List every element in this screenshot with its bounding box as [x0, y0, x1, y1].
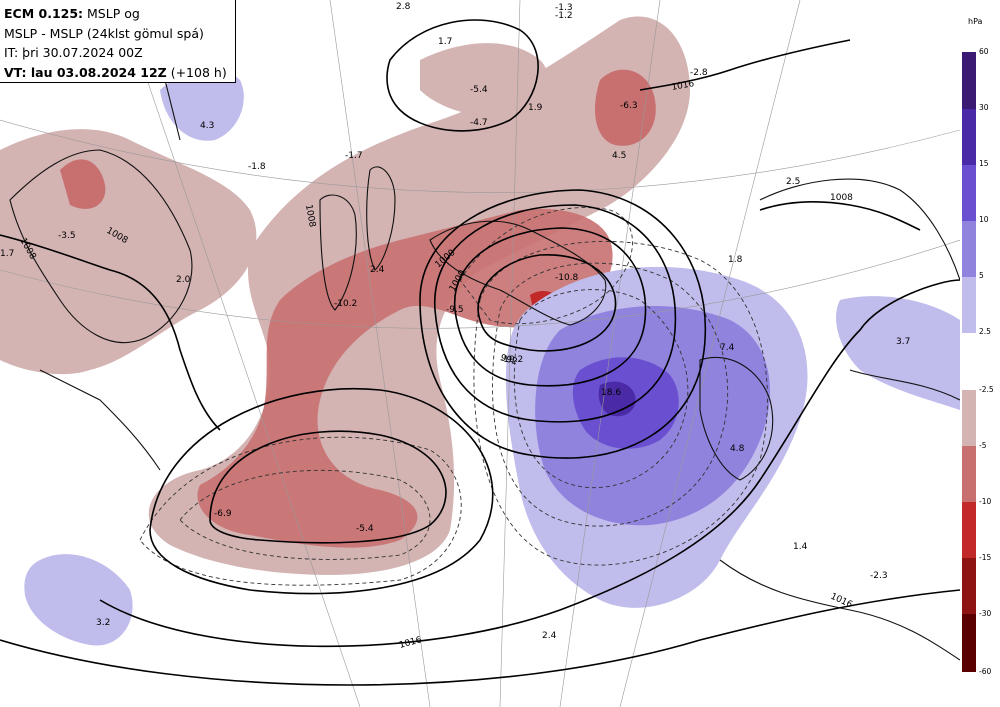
forecast-hour: (+108 h): [166, 64, 227, 80]
isobar-label: 1008: [830, 193, 853, 203]
difference-label: 1.7: [438, 37, 452, 47]
map-canvas[interactable]: 1008 1008 1000 1000 992 1016 1016 1016 1…: [0, 0, 960, 707]
legend-swatch-positive-15-10: [962, 165, 976, 221]
legend-tick: -5: [979, 441, 987, 450]
difference-label: -9.5: [446, 305, 464, 315]
legend-tick: 30: [979, 103, 989, 112]
map-info-box: ECM 0.125: MSLP og MSLP - MSLP (24klst g…: [0, 0, 236, 83]
legend-tick: 10: [979, 215, 989, 224]
difference-label: 1.9: [528, 103, 543, 113]
difference-label: 2.5: [786, 177, 800, 187]
difference-label: 7.4: [720, 343, 735, 353]
legend-tick: 60: [979, 47, 989, 56]
difference-label: 1.7: [0, 249, 14, 259]
difference-label: -1.2: [555, 11, 573, 21]
difference-label: -1.3: [555, 3, 573, 13]
difference-label: -10.8: [555, 273, 579, 283]
legend-swatch-negative-2.5-5: [962, 390, 976, 446]
difference-label: 2.4: [370, 265, 385, 275]
legend-swatch-negative-15-30: [962, 558, 976, 614]
positive-difference-shading: [24, 69, 960, 646]
valid-time: VT: lau 03.08.2024 12Z: [4, 64, 167, 80]
difference-label: -6.9: [214, 509, 232, 519]
difference-label: -2.8: [690, 68, 708, 78]
legend-swatch-positive-10-5: [962, 221, 976, 277]
difference-label: -5.4: [470, 85, 488, 95]
legend-tick: 15: [979, 159, 989, 168]
legend-swatch-negative-10-15: [962, 502, 976, 558]
legend-swatch-positive-60-30: [962, 52, 976, 109]
legend-unit: hPa: [968, 17, 983, 26]
model-name: ECM 0.125:: [4, 6, 84, 21]
field-name: MSLP og: [83, 6, 140, 21]
difference-label: -1.8: [248, 162, 266, 172]
difference-label: 4.3: [200, 121, 214, 131]
legend-swatch-negative-30-60: [962, 614, 976, 672]
coastlines: [9, 19, 960, 661]
difference-label: 2.0: [176, 275, 191, 285]
legend-tick: 5: [979, 271, 984, 280]
difference-label: 1.4: [793, 542, 808, 552]
legend-swatch-positive-5-2.5: [962, 277, 976, 333]
difference-label: -19.2: [500, 355, 523, 365]
difference-label: 2.8: [396, 2, 411, 12]
isobar-label: 1008: [303, 204, 317, 229]
legend-tick: 2.5: [979, 327, 991, 336]
legend-tick: -15: [979, 553, 992, 562]
legend-tick: -10: [979, 497, 992, 506]
difference-title-line: MSLP - MSLP (24klst gömul spá): [4, 25, 204, 41]
model-title-line: ECM 0.125: MSLP og: [4, 4, 231, 24]
difference-label: -6.3: [620, 101, 638, 111]
difference-label: -4.7: [470, 118, 488, 128]
isobars: [0, 19, 960, 686]
difference-labels: 1.7 -1.3 -1.2 -5.4 -4.7 -2.8 -6.3 4.5 4.…: [0, 2, 910, 641]
valid-time-line: VT: lau 03.08.2024 12Z (+108 h): [4, 63, 231, 83]
difference-label: -1.7: [345, 151, 363, 161]
legend-tick: -2.5: [979, 385, 994, 394]
graticule: [0, 0, 960, 707]
difference-label: 3.2: [96, 618, 110, 628]
difference-label: 18.6: [601, 388, 621, 398]
difference-label: -2.3: [870, 571, 888, 581]
difference-label: 4.5: [612, 151, 626, 161]
difference-label: -3.5: [58, 231, 76, 241]
legend-swatch-negative-5-10: [962, 446, 976, 502]
legend-swatch-positive-30-15: [962, 109, 976, 165]
difference-label: 4.8: [730, 444, 745, 454]
isobar-label: 992: [499, 353, 518, 367]
difference-label: 2.4: [542, 631, 557, 641]
difference-label: 3.7: [896, 337, 910, 347]
difference-label: 1.8: [728, 255, 743, 265]
legend-tick: -30: [979, 609, 992, 618]
difference-label: -5.4: [356, 524, 374, 534]
difference-label: -10.2: [334, 299, 357, 309]
difference-contours: [139, 207, 768, 586]
legend-tick: -60: [979, 667, 992, 676]
color-legend: hPa 60 30 15 10 5 2.5 -2.5 -5 -10 -15 -3…: [958, 0, 1000, 707]
isobar-label: 1016: [671, 79, 696, 93]
initial-time-line: IT: þri 30.07.2024 00Z: [4, 45, 143, 60]
